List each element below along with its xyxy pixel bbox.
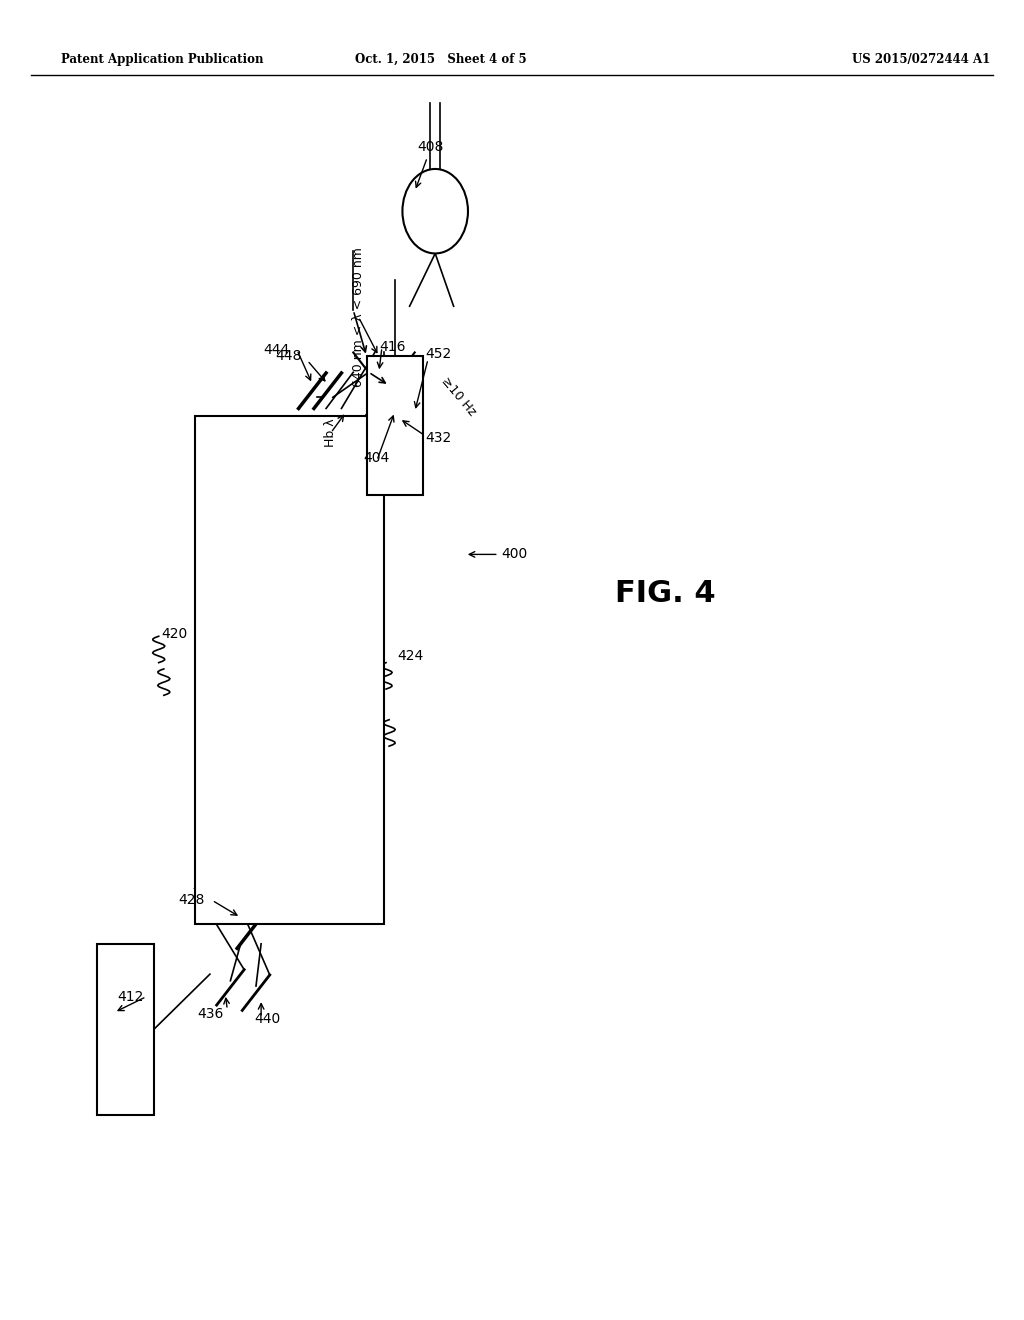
Text: 448: 448 <box>275 350 302 363</box>
Circle shape <box>402 169 468 253</box>
Text: US 2015/0272444 A1: US 2015/0272444 A1 <box>852 53 991 66</box>
Text: 640 nm < λ < 690 nm: 640 nm < λ < 690 nm <box>352 247 365 387</box>
Text: Hb λ: Hb λ <box>325 418 337 447</box>
Text: Patent Application Publication: Patent Application Publication <box>61 53 264 66</box>
Text: 420: 420 <box>161 627 187 640</box>
Text: 432: 432 <box>425 432 452 445</box>
Text: 428: 428 <box>178 894 205 907</box>
Text: 436: 436 <box>197 1007 223 1020</box>
Text: 404: 404 <box>364 451 390 465</box>
Text: 412: 412 <box>117 990 143 1003</box>
Text: 424: 424 <box>397 649 424 663</box>
Text: FIG. 4: FIG. 4 <box>615 579 716 609</box>
Bar <box>367 356 423 495</box>
Text: 416: 416 <box>379 341 406 354</box>
Text: 400: 400 <box>502 548 528 561</box>
Bar <box>195 416 384 924</box>
Text: Oct. 1, 2015   Sheet 4 of 5: Oct. 1, 2015 Sheet 4 of 5 <box>354 53 526 66</box>
Text: 444: 444 <box>263 343 290 356</box>
Text: 452: 452 <box>425 347 452 360</box>
Text: 440: 440 <box>254 1012 281 1026</box>
Text: 408: 408 <box>416 140 444 187</box>
Text: ≥10 Hz: ≥10 Hz <box>438 374 478 418</box>
Bar <box>97 944 154 1115</box>
